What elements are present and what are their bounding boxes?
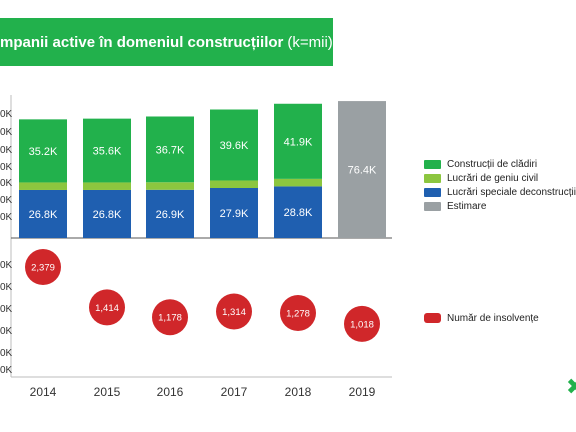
legend-item: Lucrări de geniu civil: [424, 171, 576, 185]
legend-label: Estimare: [447, 200, 487, 212]
legend-swatch: [424, 159, 441, 169]
bar-segment: [210, 187, 258, 238]
chart-title-unit: (k=mii): [287, 33, 333, 51]
bar-value-label: 35.2K: [29, 146, 58, 158]
bar-value-label: 27.9K: [220, 208, 249, 220]
insolvency-value-label: 1,178: [158, 313, 182, 324]
legend-label: Construcții de clădiri: [447, 158, 538, 170]
bar-segment: [19, 189, 67, 238]
legend-bottom: Număr de insolvențe: [424, 311, 539, 325]
x-tick-label: 2017: [221, 385, 248, 399]
insolvency-value-label: 1,278: [286, 309, 310, 320]
legend-item: Număr de insolvențe: [424, 311, 539, 325]
insolvency-value-label: 2,379: [31, 263, 55, 274]
bar-segment: [19, 119, 67, 183]
bar-value-label: 28.8K: [284, 207, 313, 219]
bar-value-label: 76.4K: [348, 165, 377, 177]
bar-segment: [83, 189, 131, 238]
y-tick-label: 0K: [0, 212, 13, 223]
bar-segment: [83, 118, 131, 183]
bar-segment: [146, 116, 194, 183]
legend-item: Construcții de clădiri: [424, 157, 576, 171]
y-tick-label: 0K: [0, 127, 13, 138]
y-tick-label: 0K: [0, 162, 13, 173]
x-tick-label: 2019: [349, 385, 376, 399]
y-tick-label: 0K: [0, 304, 13, 315]
bar-value-label: 36.7K: [156, 144, 185, 156]
insolvency-bubble: [89, 289, 125, 326]
legend-label: Număr de insolvențe: [447, 312, 539, 324]
legend-swatch: [424, 173, 441, 183]
y-tick-label: 0K: [0, 348, 13, 359]
bar-segment: [146, 189, 194, 238]
y-tick-label: 0K: [0, 365, 13, 376]
y-tick-label: 0K: [0, 282, 13, 293]
x-tick-label: 2014: [30, 385, 57, 399]
x-tick-label: 2016: [157, 385, 184, 399]
bar-segment: [274, 186, 322, 238]
bar-value-label: 26.8K: [29, 209, 58, 221]
bar-segment: [210, 109, 258, 181]
insolvency-value-label: 1,018: [350, 319, 374, 330]
legend-label: Lucrări de geniu civil: [447, 172, 539, 184]
x-tick-label: 2018: [285, 385, 312, 399]
y-tick-label: 0K: [0, 326, 13, 337]
insolvency-bubble: [280, 295, 316, 332]
legend-swatch: [424, 187, 441, 197]
brand-mark-icon: ✖: [566, 374, 576, 399]
y-tick-label: 0K: [0, 178, 13, 189]
x-tick-label: 2015: [94, 385, 121, 399]
bar-value-label: 41.9K: [284, 136, 313, 148]
legend-label: Lucrări speciale deconstrucții: [447, 186, 576, 198]
bar-value-label: 26.8K: [93, 209, 122, 221]
legend-top: Construcții de clădiri Lucrări de geniu c…: [424, 157, 576, 213]
insolvency-value-label: 1,414: [95, 303, 119, 314]
insolvency-bubble: [344, 305, 380, 342]
y-tick-label: 0K: [0, 109, 13, 120]
legend-item: Lucrări speciale deconstrucții: [424, 185, 576, 199]
legend-swatch: [424, 201, 441, 211]
y-tick-label: 0K: [0, 145, 13, 156]
chart-title-main: mpanii active în domeniul construcțiilor: [0, 33, 284, 51]
bar-segment: [19, 182, 67, 190]
bar-segment: [83, 182, 131, 190]
bar-value-label: 39.6K: [220, 140, 249, 152]
bar-segment: [146, 182, 194, 190]
bar-segment: [210, 180, 258, 188]
bar-segment: [274, 178, 322, 187]
bar-segment: [274, 103, 322, 179]
bar-value-label: 26.9K: [156, 209, 185, 221]
bar-segment: [338, 101, 386, 239]
bar-value-label: 35.6K: [93, 146, 122, 158]
insolvency-bubble: [25, 249, 61, 286]
insolvency-bubble: [152, 299, 188, 336]
y-tick-label: 0K: [0, 260, 13, 271]
legend-swatch: [424, 313, 441, 323]
insolvency-value-label: 1,314: [222, 307, 246, 318]
insolvency-bubble: [216, 293, 252, 330]
legend-item: Estimare: [424, 199, 576, 213]
chart-title: mpanii active în domeniul construcțiilor…: [0, 18, 333, 66]
y-tick-label: 0K: [0, 195, 13, 206]
